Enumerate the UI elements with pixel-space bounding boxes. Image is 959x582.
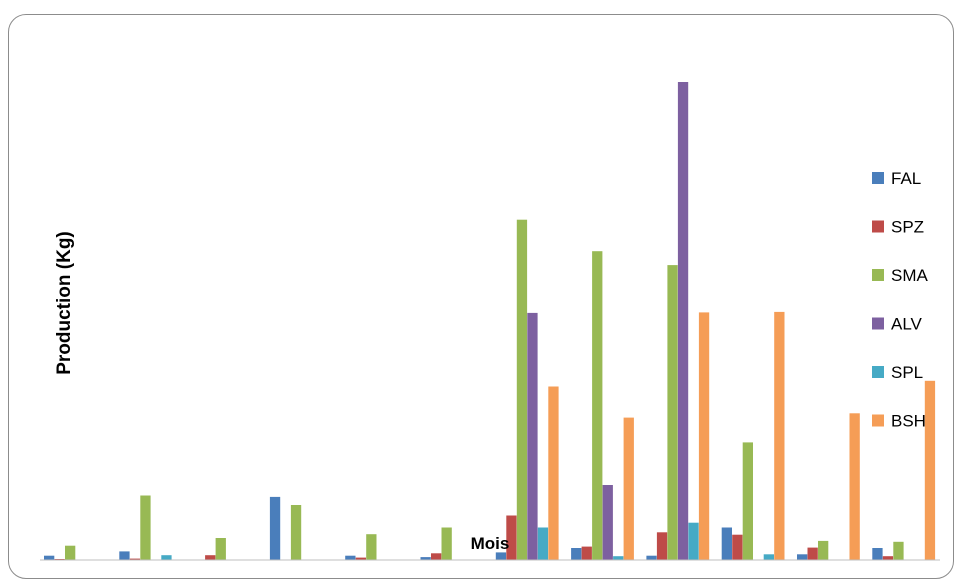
legend-swatch-bsh [872,414,884,427]
bar-fal-1 [44,555,55,560]
bar-spl-7 [537,527,549,560]
legend-label-spz: SPZ [891,218,924,237]
bar-spz-9 [656,532,668,560]
bar-spz-6 [431,553,442,560]
bar-sma-11 [818,540,829,560]
chart-frame [8,14,954,579]
bar-sma-8 [592,251,603,560]
bar-sma-12 [893,541,904,560]
bar-fal-10 [721,527,732,560]
bar-bsh-9 [698,312,710,560]
bar-sma-9 [667,265,678,560]
bar-bsh-7 [548,386,559,560]
legend-swatch-alv [872,317,884,330]
bar-alv-9 [677,82,689,560]
bar-spz-5 [355,557,366,560]
bar-sma-2 [140,495,151,560]
bar-fal-11 [797,554,808,560]
bar-spl-10 [763,554,774,560]
bar-sma-1 [65,545,76,560]
bar-fal-7 [495,552,507,560]
bar-sma-10 [742,442,753,560]
bar-sma-3 [215,538,226,560]
legend-label-fal: FAL [891,169,921,188]
bar-sma-5 [366,534,377,560]
bar-fal-8 [571,548,582,560]
legend-label-alv: ALV [891,315,923,334]
bar-sma-6 [441,527,452,560]
bar-sma-7 [516,219,528,560]
bars-layer [44,82,936,561]
bar-bsh-12 [924,380,936,561]
legend-label-spl: SPL [891,363,923,382]
bar-spz-11 [807,547,818,560]
bar-fal-12 [872,548,883,560]
legend-label-bsh: BSH [891,412,926,431]
bar-spz-7 [506,515,517,560]
bar-spz-3 [205,555,216,560]
bar-sma-4 [290,505,302,560]
bar-spl-2 [161,555,172,560]
bar-fal-2 [119,551,130,560]
bar-alv-7 [527,312,538,560]
bar-spz-10 [732,534,743,560]
legend-swatch-spz [872,220,884,233]
bar-fal-6 [420,557,431,560]
bar-spz-12 [882,556,894,560]
legend: FAL SPZ SMA ALV SPL BSH [872,169,929,431]
bar-fal-9 [646,555,657,560]
legend-swatch-sma [872,269,884,281]
bar-bsh-11 [849,413,860,560]
bar-spl-9 [688,522,699,560]
bar-spl-8 [613,556,624,560]
bar-spz-2 [129,558,141,560]
bar-bsh-8 [623,417,634,560]
bar-alv-8 [602,485,613,560]
bar-bsh-10 [774,311,785,560]
legend-swatch-fal [872,172,884,184]
bar-spz-8 [581,546,592,560]
y-axis-title: Production (Kg) [54,231,75,375]
legend-swatch-spl [872,366,884,378]
x-axis-title: Mois [471,534,510,553]
bar-fal-5 [345,555,356,560]
bar-fal-4 [269,496,281,560]
legend-label-sma: SMA [891,266,929,285]
